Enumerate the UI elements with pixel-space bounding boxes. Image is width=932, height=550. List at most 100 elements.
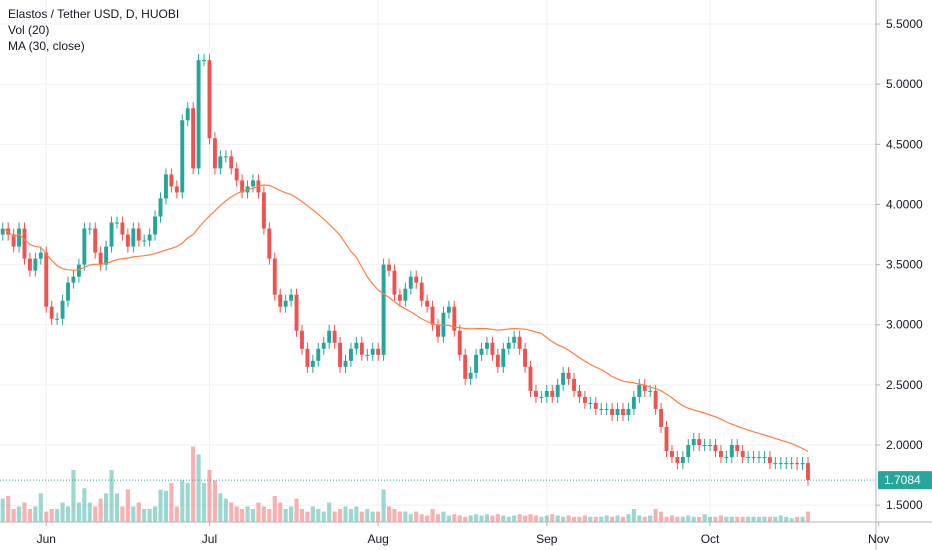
candle[interactable]	[223, 156, 228, 158]
volume-bar[interactable]	[60, 502, 65, 523]
candle[interactable]	[267, 228, 272, 259]
volume-bar[interactable]	[599, 516, 604, 522]
volume-bar[interactable]	[33, 506, 38, 522]
candle[interactable]	[572, 378, 576, 391]
candle[interactable]	[234, 168, 239, 181]
candle[interactable]	[283, 300, 288, 307]
volume-bar[interactable]	[637, 515, 642, 523]
volume-bar[interactable]	[38, 493, 43, 522]
candle[interactable]	[251, 180, 255, 187]
candle[interactable]	[212, 138, 217, 169]
volume-bar[interactable]	[82, 488, 87, 522]
volume-bar[interactable]	[800, 516, 805, 522]
candle[interactable]	[82, 228, 87, 265]
candle[interactable]	[512, 336, 517, 343]
candle[interactable]	[278, 294, 283, 307]
candle[interactable]	[653, 390, 658, 409]
volume-bar[interactable]	[71, 470, 76, 522]
volume-bar[interactable]	[566, 515, 571, 523]
candle[interactable]	[240, 180, 245, 193]
volume-bar[interactable]	[582, 515, 587, 523]
candle[interactable]	[686, 445, 691, 458]
volume-bar[interactable]	[223, 498, 228, 522]
candle[interactable]	[479, 348, 484, 355]
candle[interactable]	[795, 463, 800, 465]
candle[interactable]	[767, 457, 772, 464]
candle[interactable]	[136, 228, 141, 241]
candle[interactable]	[229, 156, 234, 169]
candle[interactable]	[501, 348, 506, 367]
candle[interactable]	[71, 276, 76, 283]
volume-bar[interactable]	[588, 516, 593, 522]
candle[interactable]	[370, 348, 375, 355]
volume-bar[interactable]	[147, 509, 152, 522]
volume-bar[interactable]	[555, 515, 560, 523]
candle[interactable]	[664, 426, 669, 452]
volume-bar[interactable]	[98, 498, 103, 522]
volume-bar[interactable]	[272, 496, 277, 522]
candle[interactable]	[387, 264, 391, 271]
volume-bar[interactable]	[153, 506, 158, 522]
candle[interactable]	[713, 445, 718, 452]
candle[interactable]	[691, 439, 696, 446]
volume-bar[interactable]	[229, 502, 234, 523]
candle[interactable]	[495, 354, 500, 367]
volume-bar[interactable]	[283, 509, 288, 522]
volume-bar[interactable]	[539, 516, 544, 522]
candle[interactable]	[718, 451, 723, 458]
volume-bar[interactable]	[746, 516, 751, 522]
volume-bar[interactable]	[376, 511, 381, 522]
candle[interactable]	[196, 60, 201, 169]
volume-bar[interactable]	[724, 516, 729, 522]
volume-bar[interactable]	[310, 506, 315, 522]
volume-bar[interactable]	[337, 509, 343, 522]
volume-bar[interactable]	[550, 514, 555, 522]
volume-bar[interactable]	[16, 506, 22, 522]
candle[interactable]	[474, 354, 479, 373]
volume-bar[interactable]	[250, 509, 256, 522]
volume-bar[interactable]	[653, 509, 658, 522]
candle[interactable]	[778, 463, 783, 465]
volume-bar[interactable]	[593, 516, 598, 522]
volume-bar[interactable]	[577, 516, 582, 522]
candle[interactable]	[109, 222, 114, 247]
volume-bar[interactable]	[626, 514, 631, 522]
candle[interactable]	[180, 120, 185, 193]
candle[interactable]	[680, 457, 685, 464]
volume-bar[interactable]	[631, 509, 636, 522]
candle[interactable]	[430, 306, 435, 325]
candle[interactable]	[169, 174, 174, 187]
candle[interactable]	[27, 258, 32, 271]
volume-bar[interactable]	[669, 515, 675, 523]
candle[interactable]	[17, 228, 22, 247]
volume-indicator-label[interactable]: Vol (20)	[8, 23, 50, 37]
volume-bar[interactable]	[414, 511, 419, 522]
candle[interactable]	[0, 228, 5, 235]
volume-bar[interactable]	[44, 511, 49, 522]
volume-bar[interactable]	[522, 515, 528, 523]
volume-bar[interactable]	[604, 515, 609, 523]
volume-bar[interactable]	[278, 502, 283, 523]
candle[interactable]	[708, 445, 713, 447]
volume-bar[interactable]	[528, 514, 533, 522]
volume-bar[interactable]	[425, 515, 430, 523]
candle[interactable]	[463, 354, 468, 379]
volume-bar[interactable]	[675, 516, 680, 522]
volume-bar[interactable]	[289, 506, 294, 522]
candle[interactable]	[93, 228, 98, 253]
volume-bar[interactable]	[125, 489, 130, 523]
volume-bar[interactable]	[686, 515, 691, 523]
candle[interactable]	[261, 192, 266, 229]
volume-bar[interactable]	[544, 515, 549, 523]
candle[interactable]	[789, 463, 794, 465]
candle[interactable]	[272, 258, 277, 295]
volume-bar[interactable]	[11, 509, 16, 522]
volume-bar[interactable]	[267, 509, 272, 522]
candle[interactable]	[506, 342, 511, 349]
candle[interactable]	[338, 342, 343, 367]
candle[interactable]	[49, 306, 54, 319]
candle[interactable]	[11, 234, 16, 247]
candle[interactable]	[327, 330, 332, 343]
